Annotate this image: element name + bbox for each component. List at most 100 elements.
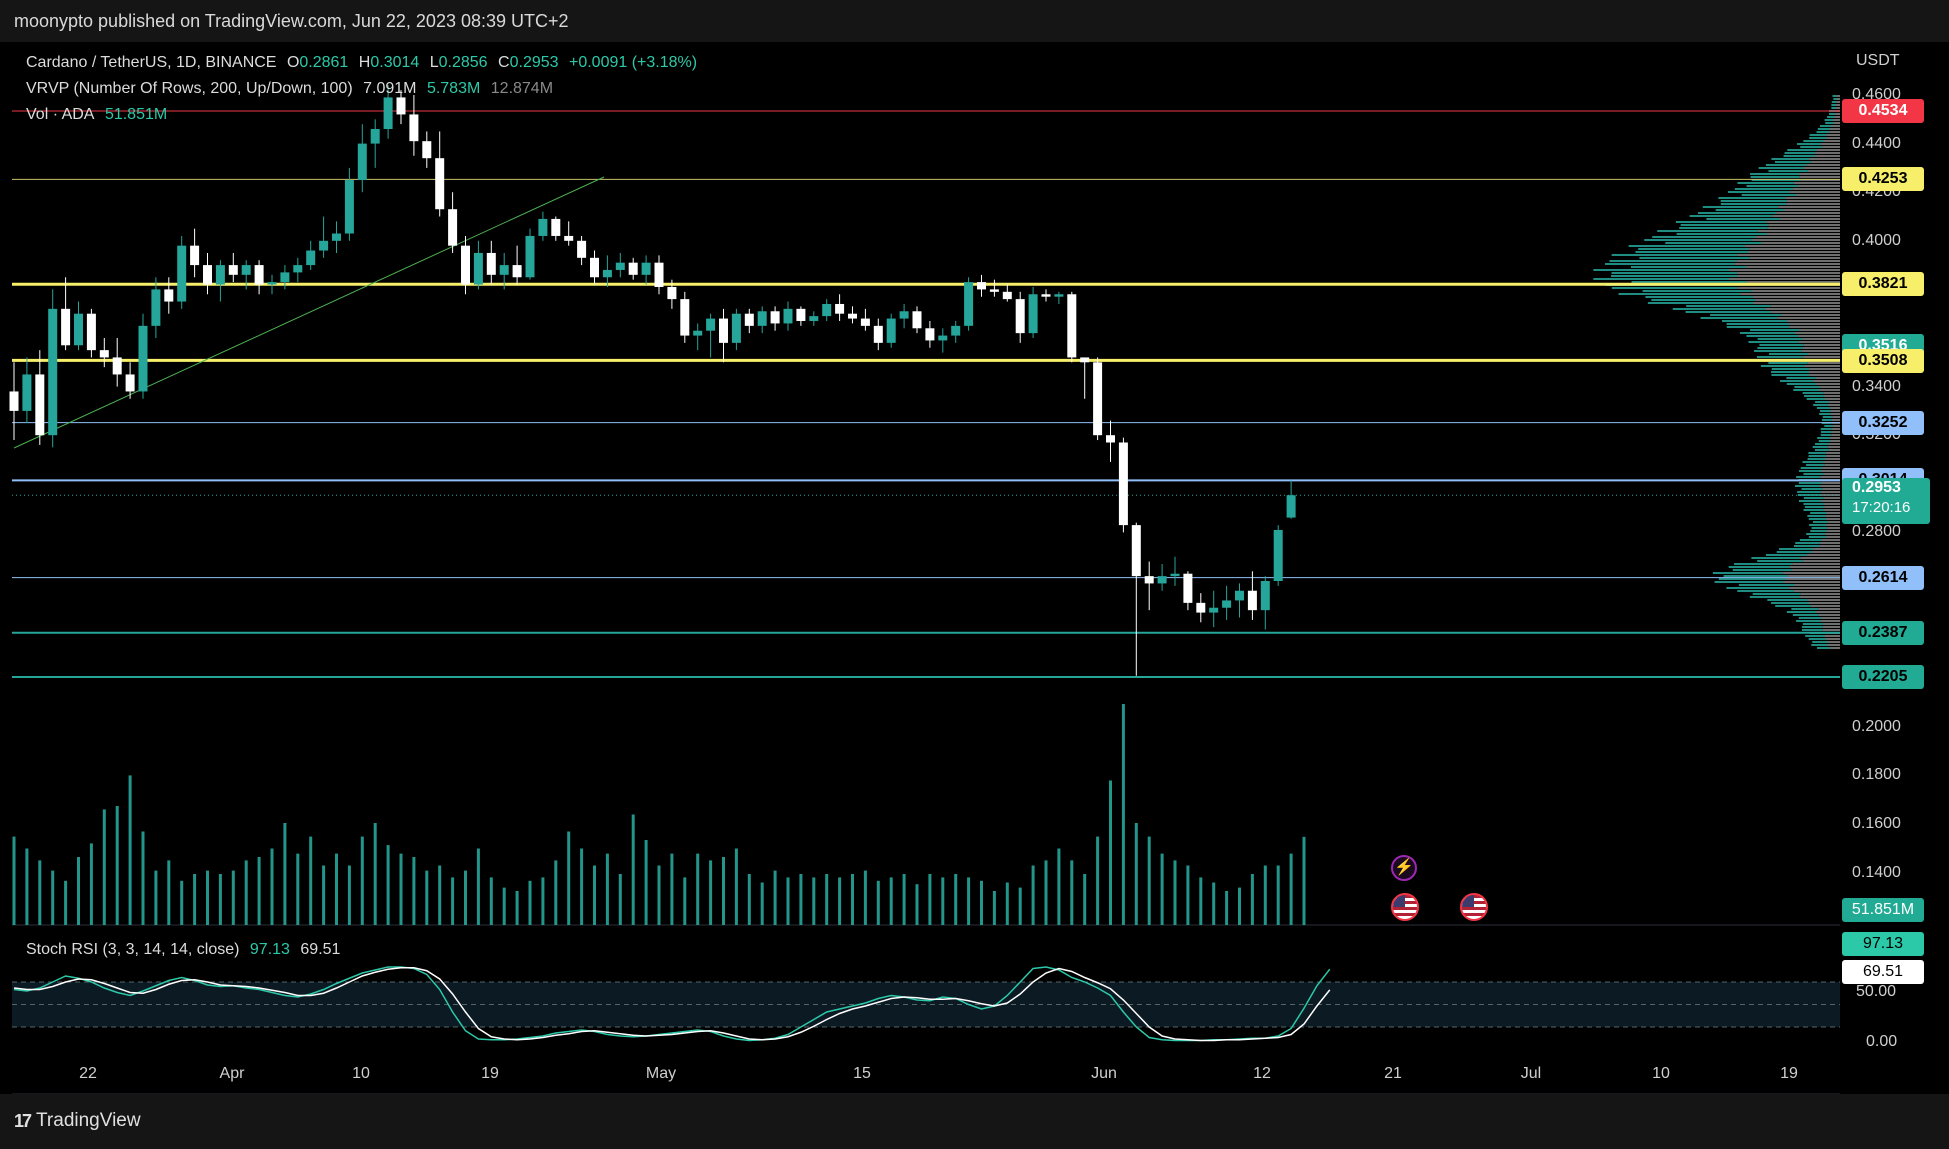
vrvp-down-row xyxy=(1786,200,1840,202)
volume-bar xyxy=(605,853,609,925)
vrvp-down-row xyxy=(1755,236,1840,238)
vrvp-down-row xyxy=(1823,392,1840,394)
vrvp-down-row xyxy=(1823,395,1840,397)
candle-body xyxy=(383,97,393,130)
tradingview-logo[interactable]: 17 TradingView xyxy=(14,1110,141,1132)
vrvp-down-row xyxy=(1820,491,1840,493)
vrvp-up-row xyxy=(1796,620,1821,622)
candle-body xyxy=(267,282,277,285)
volume-bar xyxy=(838,877,842,925)
vrvp-up-row xyxy=(1799,539,1822,541)
candle-body xyxy=(512,265,522,278)
volume-value: 51.851M xyxy=(104,106,168,123)
volume-bar xyxy=(683,877,687,925)
vrvp-up-row xyxy=(1817,128,1830,130)
volume-bar xyxy=(954,874,958,925)
vrvp-up-row xyxy=(1748,341,1799,343)
vrvp-down-row xyxy=(1764,308,1840,310)
vrvp-up-row xyxy=(1810,512,1827,514)
candle-body xyxy=(203,265,212,285)
vrvp-up-row xyxy=(1726,323,1789,325)
candle-body xyxy=(396,97,406,115)
price-level-plate: 0.4253 xyxy=(1842,167,1924,192)
candle-body xyxy=(1015,299,1025,334)
us-flag-event-icon-2[interactable] xyxy=(1460,893,1488,921)
vrvp-down-row xyxy=(1802,560,1840,562)
lightning-event-icon[interactable]: ⚡ xyxy=(1391,855,1417,881)
vrvp-down-row xyxy=(1828,401,1840,403)
vrvp-up-row xyxy=(1803,509,1824,511)
vrvp-up-row xyxy=(1702,206,1779,208)
vrvp-legend: VRVP (Number Of Rows, 200, Up/Down, 100)… xyxy=(26,80,559,98)
vrvp-up-row xyxy=(1689,215,1773,217)
candle-body xyxy=(989,289,999,292)
tradingview-mark-icon: 17 xyxy=(14,1110,32,1131)
vrvp-down-row xyxy=(1737,287,1840,289)
candle-body xyxy=(1002,291,1012,300)
vrvp-down-row xyxy=(1832,416,1840,418)
candle-body xyxy=(860,318,870,326)
vrvp-down-row xyxy=(1794,584,1840,586)
stoch-d-line xyxy=(13,967,1331,1042)
vrvp-down-row xyxy=(1801,350,1840,352)
vrvp-down-row xyxy=(1825,458,1840,460)
volume-bar xyxy=(193,874,197,925)
vrvp-up-row xyxy=(1797,494,1822,496)
candle-body xyxy=(1131,525,1141,577)
vrvp-down-row xyxy=(1749,248,1840,250)
price-chart[interactable] xyxy=(0,42,1949,1094)
vrvp-up-row xyxy=(1754,350,1802,352)
price-level-plate: 0.3508 xyxy=(1842,349,1924,374)
vrvp-down-row xyxy=(1824,464,1840,466)
vrvp-up-row xyxy=(1714,581,1784,583)
vrvp-down-row xyxy=(1825,515,1840,517)
vrvp-up-row xyxy=(1803,503,1824,505)
volume-bar xyxy=(476,848,480,925)
vrvp-up-row xyxy=(1793,389,1819,391)
volume-bar xyxy=(863,870,867,925)
volume-bar xyxy=(51,870,55,925)
candle-body xyxy=(667,286,677,300)
volume-bar xyxy=(593,865,596,925)
vrvp-down-row xyxy=(1757,230,1840,232)
time-tick: 19 xyxy=(481,1065,499,1082)
volume-badge: 51.851M xyxy=(1842,898,1924,922)
vrvp-up-row xyxy=(1737,182,1794,184)
volume-bar xyxy=(515,891,519,925)
volume-bar xyxy=(1109,780,1112,925)
vrvp-up-row xyxy=(1816,647,1830,649)
vrvp-up-row xyxy=(1775,605,1811,607)
vrvp-up-row xyxy=(1768,362,1808,364)
vrvp-down-row xyxy=(1823,497,1840,499)
candle-body xyxy=(964,282,974,326)
vrvp-down-row xyxy=(1804,365,1840,367)
time-tick: Jul xyxy=(1520,1065,1542,1082)
candle-body xyxy=(951,325,961,336)
vrvp-down-row xyxy=(1825,455,1840,457)
vrvp-up-row xyxy=(1798,482,1822,484)
us-flag-event-icon[interactable] xyxy=(1391,893,1419,921)
time-tick: 10 xyxy=(352,1065,370,1082)
vrvp-up-row xyxy=(1715,209,1785,211)
candle-body xyxy=(190,245,200,266)
vrvp-up-row xyxy=(1635,251,1748,253)
bar-countdown: 17:20:16 xyxy=(1852,499,1911,516)
volume-bar xyxy=(992,891,996,925)
volume-bar xyxy=(1212,882,1216,925)
vrvp-down-row xyxy=(1803,167,1840,169)
vrvp-down-row xyxy=(1792,188,1840,190)
volume-bar xyxy=(1289,853,1293,925)
vrvp-down-row xyxy=(1751,290,1840,292)
volume-bar xyxy=(1199,877,1203,925)
candle-body xyxy=(86,313,96,351)
vrvp-up-row xyxy=(1771,374,1810,376)
volume-bar xyxy=(1005,882,1009,925)
vrvp-up-row xyxy=(1806,464,1825,466)
candle-body xyxy=(938,335,948,341)
stoch-legend: Stoch RSI (3, 3, 14, 14, close) 97.13 69… xyxy=(26,941,346,959)
candle-body xyxy=(9,391,19,411)
price-tick: 0.1800 xyxy=(1852,766,1901,784)
vrvp-up-row xyxy=(1776,551,1812,553)
candle-body xyxy=(254,265,264,285)
vrvp-up-row xyxy=(1774,161,1811,163)
